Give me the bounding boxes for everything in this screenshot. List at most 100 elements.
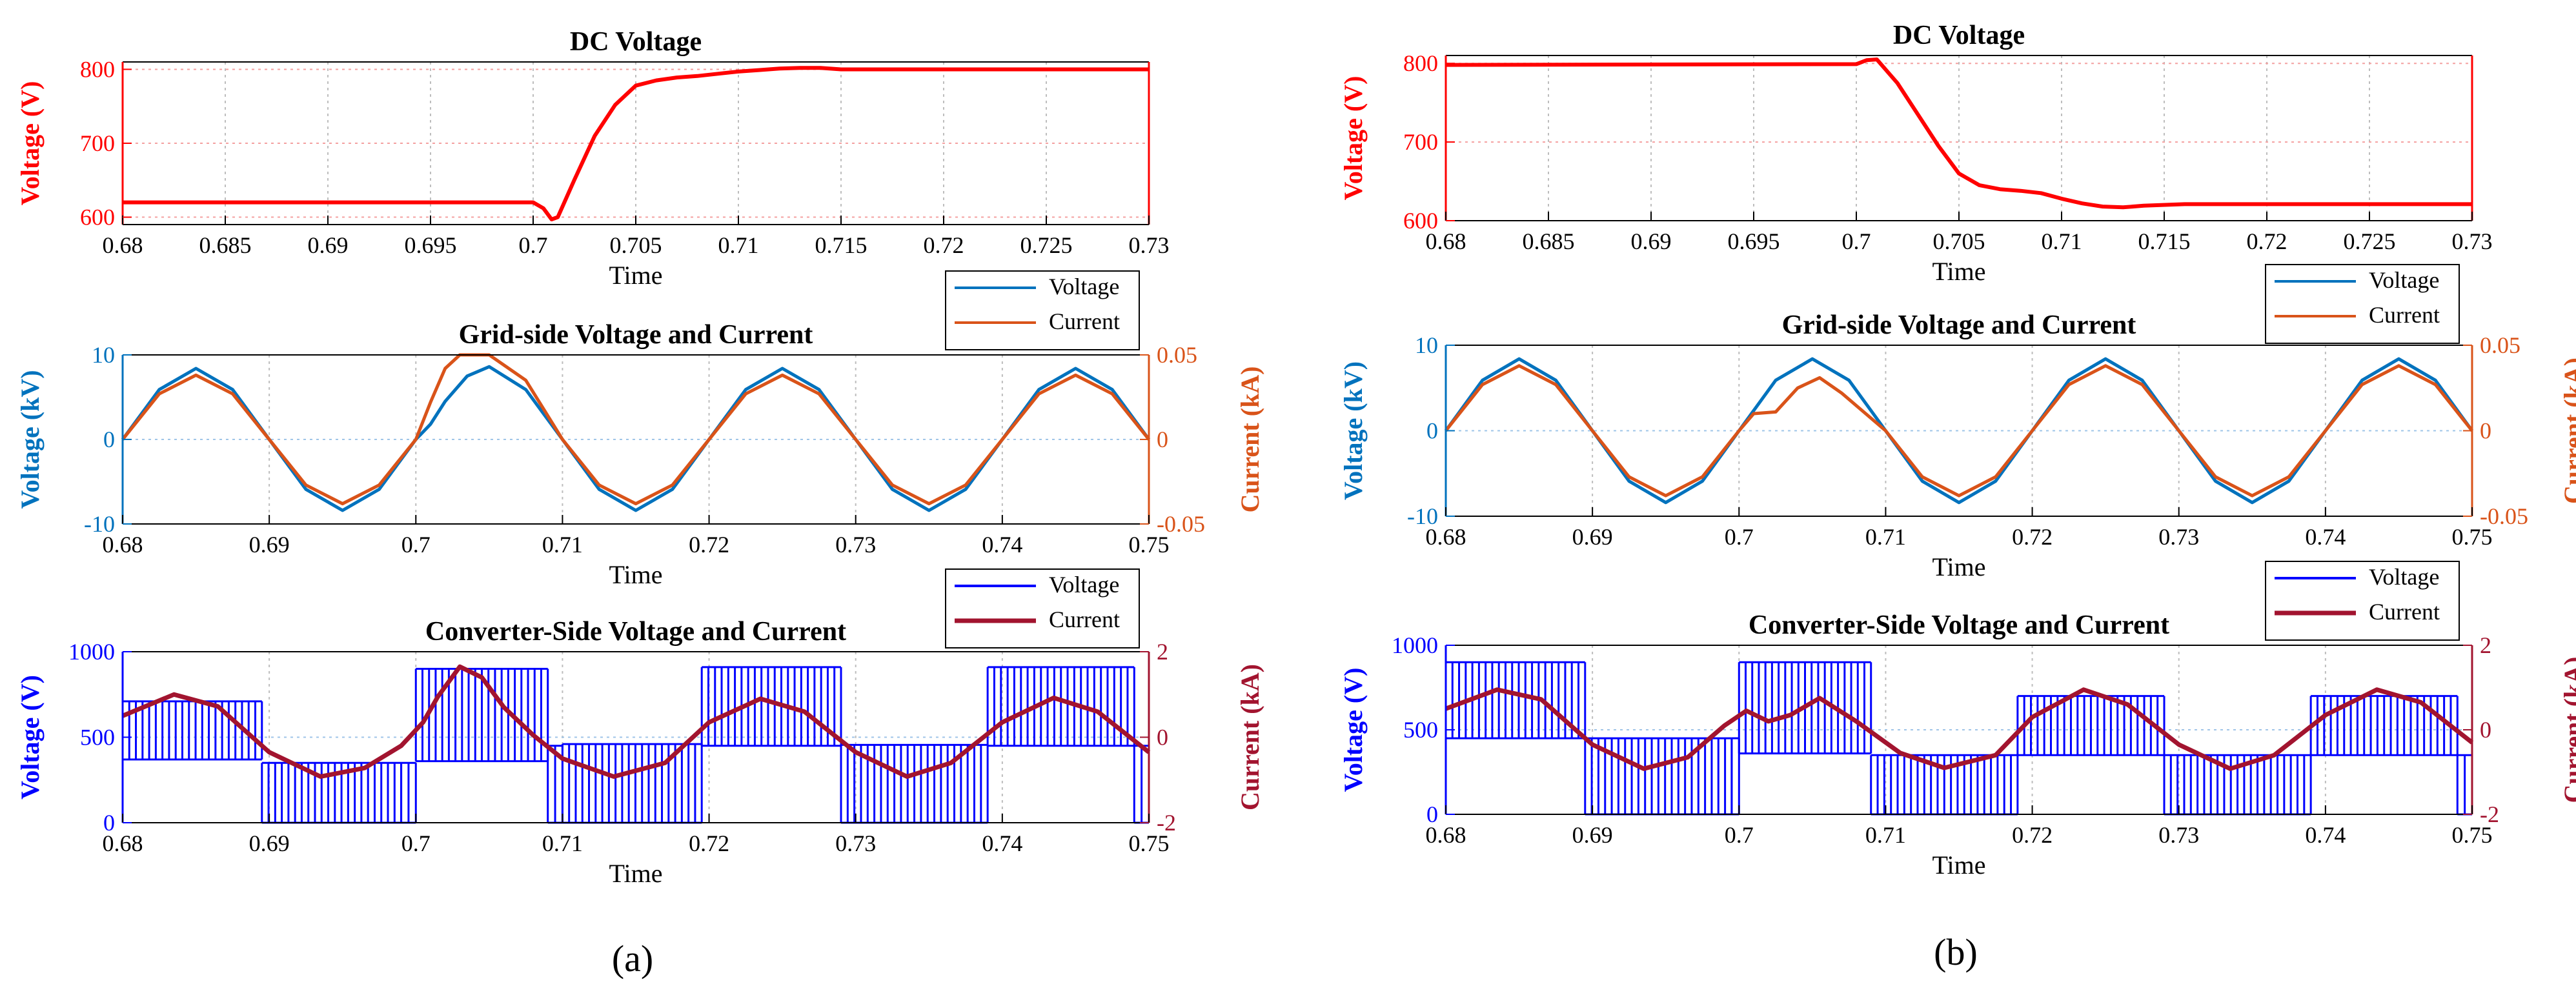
- chart-title: Grid-side Voltage and Current: [1782, 310, 2136, 340]
- x-tick-label: 0.69: [308, 232, 349, 258]
- y2-tick-label: 2: [1157, 639, 1168, 665]
- y2-axis-label: Current (kA): [1235, 366, 1264, 512]
- x-tick-label: 0.73: [1129, 232, 1170, 258]
- x-tick-label: 0.72: [2012, 524, 2053, 550]
- x-axis-label: Time: [1932, 257, 1985, 286]
- legend-label-current: Current: [2369, 599, 2440, 625]
- x-axis-label: Time: [609, 859, 662, 888]
- x-tick-label: 0.69: [1572, 822, 1613, 848]
- legend-label-current: Current: [1049, 607, 1120, 632]
- chart-title: Converter-Side Voltage and Current: [1749, 610, 2169, 640]
- legend-label-voltage: Voltage: [2369, 267, 2439, 293]
- x-tick-label: 0.715: [815, 232, 867, 258]
- x-tick-label: 0.7: [519, 232, 548, 258]
- x-tick-label: 0.74: [2305, 822, 2346, 848]
- y-axis-label: Voltage (V): [1339, 76, 1368, 201]
- x-tick-label: 0.69: [249, 830, 290, 856]
- x-tick-label: 0.705: [1933, 228, 1985, 254]
- x-tick-label: 0.71: [542, 532, 583, 558]
- x-tick-label: 0.69: [249, 532, 290, 558]
- x-tick-label: 0.71: [542, 830, 583, 856]
- x-tick-label: 0.73: [2158, 822, 2199, 848]
- chart-a-grid: 0.68 0.69 0.7 0.71 0.72 0.73 0.74 0.75 -10 0 10 -0.…: [15, 270, 1264, 589]
- y-tick-label: 500: [80, 725, 115, 750]
- y-tick-label: 500: [1403, 717, 1438, 743]
- x-tick-label: 0.72: [689, 830, 729, 856]
- y-tick-label: 800: [1403, 50, 1438, 76]
- x-tick-label: 0.73: [2452, 228, 2493, 254]
- y-tick-label: 1000: [68, 639, 115, 665]
- y2-tick-label: -2: [1157, 810, 1176, 836]
- chart-b-conv: 0.68 0.69 0.7 0.71 0.72 0.73 0.74 0.75 0 500 1000 -…: [1339, 561, 2576, 879]
- x-tick-label: 0.75: [1129, 830, 1170, 856]
- x-tick-label: 0.7: [1725, 822, 1754, 848]
- y-tick-label: 600: [80, 205, 115, 230]
- chart-title: Grid-side Voltage and Current: [459, 320, 813, 350]
- x-axis-label: Time: [1932, 552, 1985, 581]
- x-tick-label: 0.725: [2344, 228, 2396, 254]
- x-tick-label: 0.71: [1865, 524, 1906, 550]
- legend: Voltage Current: [2265, 264, 2460, 344]
- chart-title: Converter-Side Voltage and Current: [425, 617, 846, 647]
- y2-tick-label: 0: [2480, 717, 2491, 743]
- x-tick-label: 0.71: [2042, 228, 2082, 254]
- series-voltage-pwm: [1445, 661, 2473, 816]
- y2-tick-label: 0: [1157, 427, 1168, 452]
- x-tick-label: 0.72: [2247, 228, 2287, 254]
- x-tick-label: 0.7: [1842, 228, 1871, 254]
- legend: Voltage Current: [945, 270, 1140, 350]
- y2-axis-label: Current (kA): [2559, 656, 2576, 803]
- legend-label-voltage: Voltage: [2369, 564, 2439, 590]
- y-tick-label: -10: [1407, 503, 1438, 529]
- y-tick-label: 0: [1426, 418, 1438, 444]
- y2-axis-label: Current (kA): [2559, 357, 2576, 504]
- x-tick-label: 0.68: [1426, 524, 1466, 550]
- x-tick-label: 0.705: [610, 232, 662, 258]
- legend-label-voltage: Voltage: [1049, 572, 1119, 598]
- x-tick-label: 0.695: [405, 232, 457, 258]
- x-tick-label: 0.75: [1129, 532, 1170, 558]
- x-tick-label: 0.74: [982, 830, 1022, 856]
- legend-label-current: Current: [2369, 302, 2440, 328]
- legend-label-voltage: Voltage: [1049, 274, 1119, 299]
- y2-tick-label: 0: [2480, 418, 2491, 444]
- x-tick-label: 0.68: [103, 232, 143, 258]
- y-tick-label: 1000: [1392, 632, 1438, 658]
- legend-box: [945, 568, 1140, 648]
- y2-tick-label: -0.05: [1157, 511, 1205, 537]
- x-tick-label: 0.72: [689, 532, 729, 558]
- x-tick-label: 0.73: [835, 532, 876, 558]
- x-tick-label: 0.73: [835, 830, 876, 856]
- plot-area: [1446, 645, 2472, 814]
- y-axis-label: Voltage (kV): [1339, 361, 1368, 500]
- legend-label-current: Current: [1049, 308, 1120, 334]
- chart-b-dc: 0.68 0.685 0.69 0.695 0.7 0.705 0.71 0.715 0.72 0…: [1339, 21, 2493, 286]
- x-tick-label: 0.75: [2452, 524, 2493, 550]
- x-tick-label: 0.715: [2138, 228, 2191, 254]
- y-axis-label: Voltage (V): [15, 675, 45, 799]
- x-tick-label: 0.74: [982, 532, 1022, 558]
- x-axis-label: Time: [1932, 850, 1985, 879]
- y-axis-label: Voltage (V): [1339, 668, 1368, 792]
- y-tick-label: 700: [1403, 129, 1438, 155]
- y-axis-label: Voltage (V): [15, 81, 45, 206]
- plot-area: [1446, 345, 2472, 516]
- y2-tick-label: 0: [1157, 725, 1168, 750]
- x-tick-label: 0.685: [1523, 228, 1575, 254]
- x-tick-label: 0.685: [199, 232, 252, 258]
- legend: Voltage Current: [2265, 561, 2460, 641]
- x-tick-label: 0.73: [2158, 524, 2199, 550]
- y-tick-label: -10: [84, 511, 115, 537]
- y-tick-label: 10: [92, 342, 115, 368]
- x-tick-label: 0.71: [718, 232, 759, 258]
- x-tick-label: 0.75: [2452, 822, 2493, 848]
- x-tick-label: 0.69: [1572, 524, 1613, 550]
- y-tick-label: 800: [80, 56, 115, 82]
- x-tick-label: 0.68: [103, 830, 143, 856]
- y2-tick-label: -0.05: [2480, 503, 2528, 529]
- legend-box: [2265, 561, 2460, 641]
- chart-a-dc: 0.68 0.685 0.69 0.695 0.7 0.705 0.71 0.715 0.72 0…: [15, 27, 1170, 290]
- x-axis-label: Time: [609, 261, 662, 290]
- x-tick-label: 0.68: [1426, 228, 1466, 254]
